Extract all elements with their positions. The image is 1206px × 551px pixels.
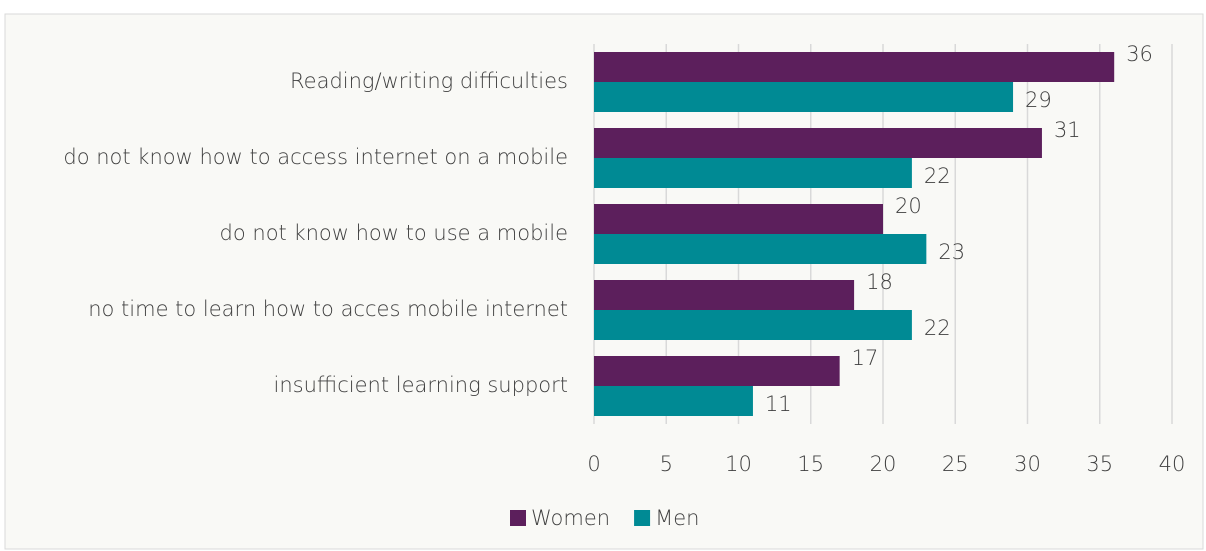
bar — [594, 310, 912, 340]
data-label: 22 — [924, 316, 951, 340]
bar — [594, 386, 753, 416]
legend-label: Women — [531, 506, 610, 530]
data-label: 23 — [938, 240, 965, 264]
bar — [594, 356, 840, 386]
bar — [594, 158, 912, 188]
x-tick-label: 20 — [870, 452, 897, 476]
x-tick-label: 25 — [942, 452, 969, 476]
data-label: 18 — [866, 270, 893, 294]
bar — [594, 280, 855, 310]
y-tick-label: insufficient learning support — [274, 373, 568, 397]
data-label: 36 — [1126, 42, 1153, 66]
data-label: 22 — [924, 164, 951, 188]
x-tick-label: 15 — [797, 452, 824, 476]
legend-swatch — [634, 510, 651, 526]
legend-label: Men — [655, 506, 699, 530]
legend-swatch — [510, 510, 526, 526]
data-label: 17 — [852, 346, 879, 370]
data-label: 20 — [895, 194, 922, 218]
x-tick-label: 10 — [725, 452, 752, 476]
bar — [594, 52, 1115, 82]
x-tick-label: 35 — [1086, 452, 1113, 476]
x-tick-label: 0 — [587, 452, 600, 476]
y-tick-label: Reading/writing difficulties — [290, 69, 568, 93]
x-tick-label: 40 — [1159, 452, 1186, 476]
y-tick-label: do not know how to use a mobile — [220, 221, 568, 245]
data-label: 31 — [1054, 118, 1081, 142]
data-label: 11 — [765, 392, 792, 416]
y-tick-label: do not know how to access internet on a … — [63, 145, 568, 169]
bar — [594, 204, 883, 234]
bar — [594, 82, 1014, 112]
bar — [594, 234, 927, 264]
y-tick-label: no time to learn how to acces mobile int… — [88, 297, 568, 321]
x-tick-label: 30 — [1014, 452, 1041, 476]
data-label: 29 — [1025, 88, 1052, 112]
bar — [594, 128, 1042, 158]
x-tick-label: 5 — [660, 452, 673, 476]
